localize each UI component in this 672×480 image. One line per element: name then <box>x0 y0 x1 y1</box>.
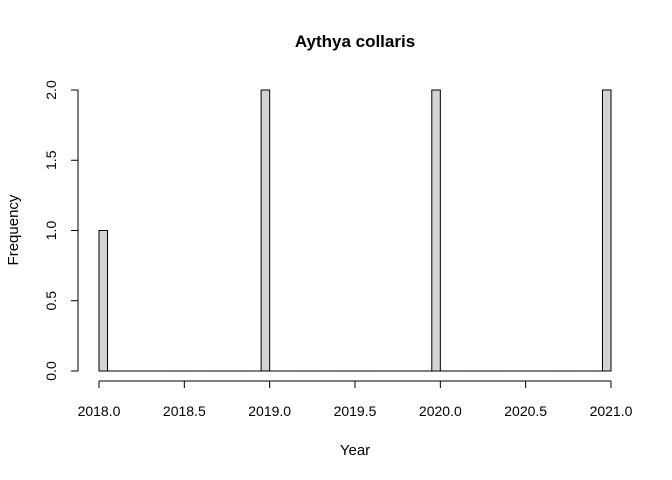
y-tick-label: 1.0 <box>43 221 59 241</box>
histogram-bar <box>431 89 441 372</box>
x-tick-label: 2020.5 <box>504 403 547 419</box>
bars-group <box>98 89 612 372</box>
x-tick-label: 2021.0 <box>590 403 633 419</box>
y-tick-label: 0.5 <box>43 291 59 311</box>
x-tick-label: 2019.5 <box>334 403 377 419</box>
histogram-bar <box>260 89 271 372</box>
y-tick-label: 0.0 <box>43 361 59 381</box>
y-axis-label: Frequency <box>5 194 22 265</box>
y-tick-label: 1.5 <box>43 150 59 170</box>
x-tick-label: 2018.0 <box>78 403 121 419</box>
histogram-bar <box>601 89 612 372</box>
x-axis: 2018.0 2018.5 2019.0 2019.5 2020.0 2020.5 2021… <box>78 380 633 419</box>
histogram-bar <box>98 230 109 372</box>
y-tick-label: 2.0 <box>43 80 59 100</box>
x-tick-label: 2018.5 <box>163 403 206 419</box>
chart-title: Aythya collaris <box>295 32 415 51</box>
x-axis-label: Year <box>340 442 370 459</box>
x-tick-label: 2019.0 <box>248 403 291 419</box>
x-tick-label: 2020.0 <box>419 403 462 419</box>
y-axis: 0.0 0.5 1.0 1.5 2.0 <box>43 80 79 381</box>
